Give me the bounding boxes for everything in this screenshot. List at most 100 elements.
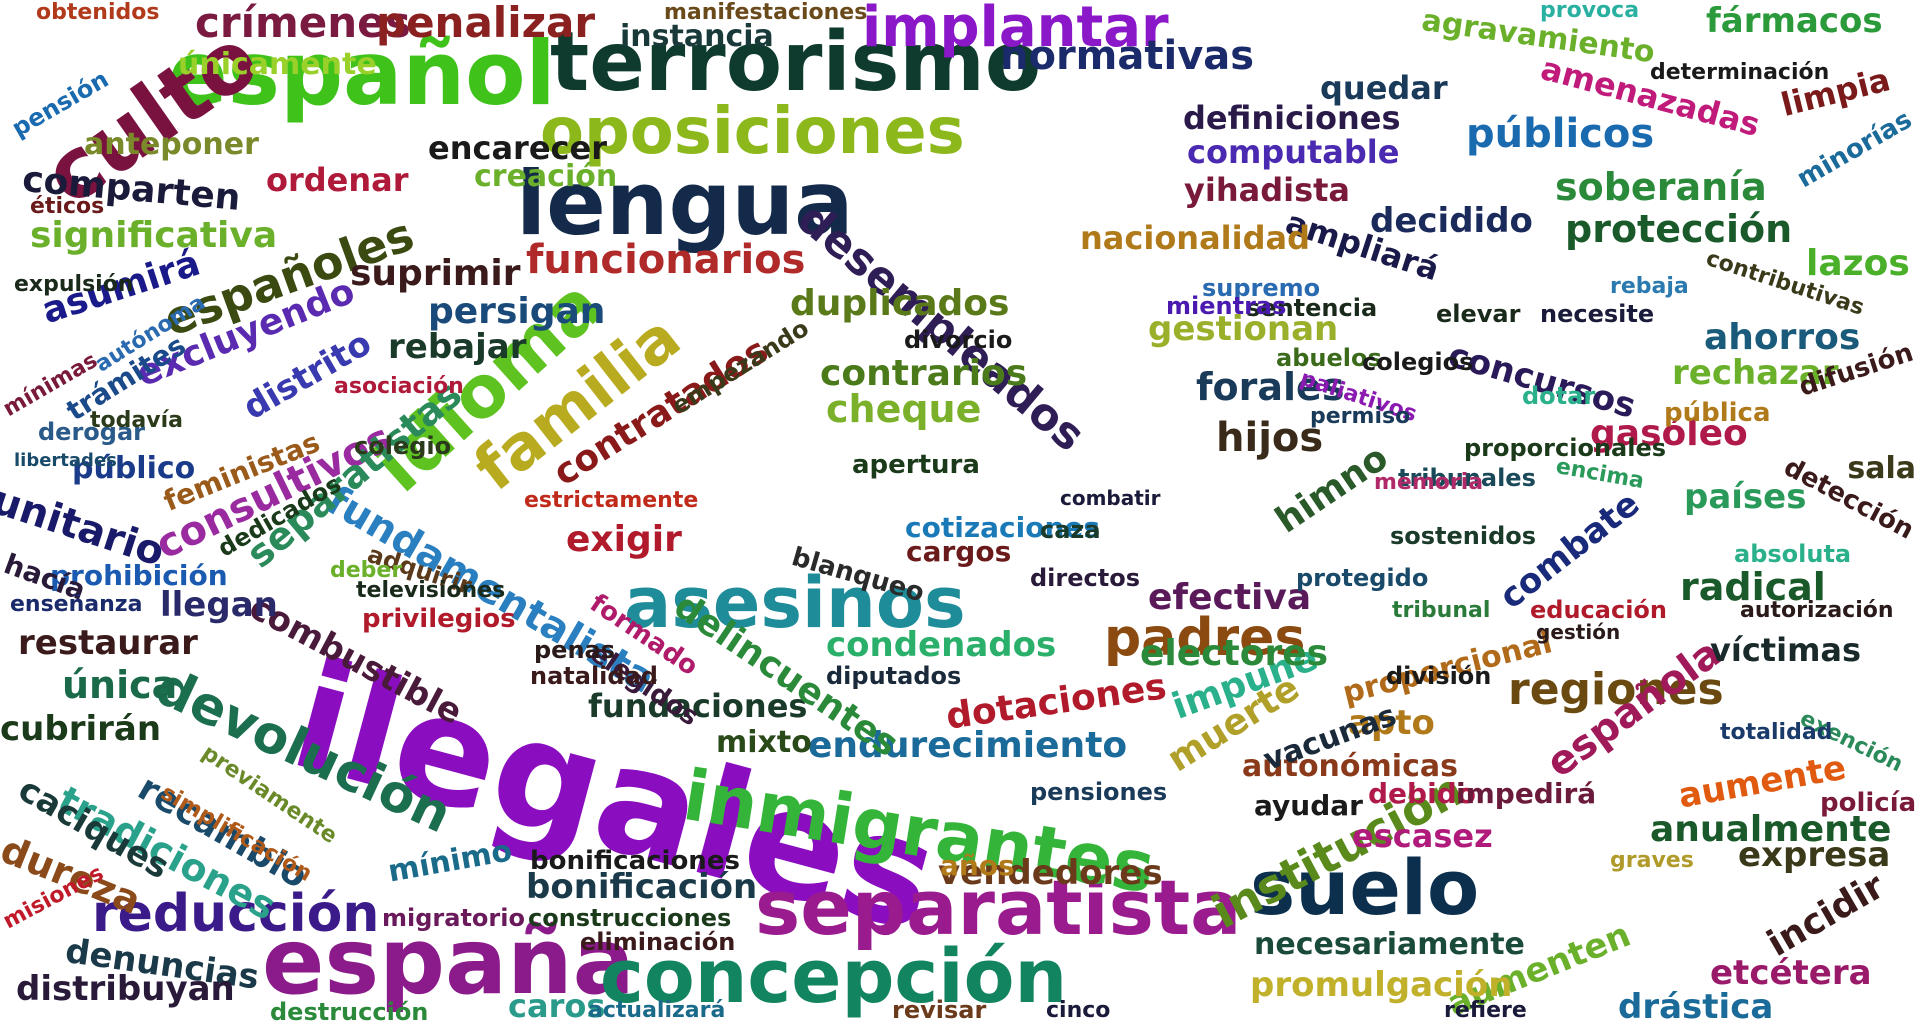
cloud-word: apto xyxy=(1348,703,1435,743)
cloud-word: llegan xyxy=(160,585,278,625)
cloud-word: derogar xyxy=(38,418,145,446)
cloud-word: fundaciones xyxy=(588,687,808,725)
cloud-word: forales xyxy=(1196,365,1345,409)
cloud-word: provoca xyxy=(1540,0,1640,23)
cloud-word: rebajar xyxy=(388,327,527,367)
cloud-word: encarecer xyxy=(428,129,607,167)
cloud-word: sostenidos xyxy=(1390,522,1537,550)
cloud-word: quedar xyxy=(1320,69,1448,107)
cloud-word: promulgación xyxy=(1250,965,1513,1005)
cloud-word: cubrirán xyxy=(0,709,162,749)
cloud-word: lazos xyxy=(1806,243,1910,284)
cloud-word: eliminación xyxy=(580,928,736,956)
cloud-word: actualizará xyxy=(588,998,726,1023)
cloud-word: países xyxy=(1684,477,1807,517)
cloud-word: éticos xyxy=(30,194,105,219)
cloud-word: concepción xyxy=(600,934,1068,1020)
cloud-word: oposiciones xyxy=(540,95,965,169)
cloud-word: víctimas xyxy=(1710,631,1862,669)
cloud-word: estrictamente xyxy=(524,488,699,513)
cloud-word: libertades xyxy=(14,450,117,471)
cloud-word: caza xyxy=(1040,516,1101,544)
cloud-word: españa xyxy=(262,908,635,1015)
cloud-word: necesite xyxy=(1540,300,1655,328)
cloud-word: protección xyxy=(1565,207,1793,251)
cloud-word: funcionarios xyxy=(526,237,806,283)
cloud-word: reducción xyxy=(92,884,380,944)
cloud-word: drástica xyxy=(1618,987,1774,1024)
cloud-word: asesinos xyxy=(624,562,966,644)
cloud-word: empezando xyxy=(666,313,814,421)
cloud-word: terrorismo xyxy=(550,15,1042,110)
cloud-word: cheque xyxy=(826,387,982,431)
cloud-word: protegido xyxy=(1296,564,1429,592)
cloud-word: instancia xyxy=(620,19,774,54)
cloud-word: dotar xyxy=(1522,382,1596,410)
cloud-word: minorías xyxy=(1791,104,1917,195)
cloud-word: penalizar xyxy=(376,0,596,47)
cloud-word: expresa xyxy=(1738,835,1891,875)
cloud-word: anualmente xyxy=(1650,809,1892,850)
cloud-word: público xyxy=(72,451,196,486)
cloud-word: necesariamente xyxy=(1254,927,1525,962)
cloud-word: expulsión xyxy=(14,272,134,297)
cloud-word: bonificaciones xyxy=(530,846,740,876)
cloud-word: regiones xyxy=(1508,664,1724,715)
cloud-word: fármacos xyxy=(1706,1,1883,41)
cloud-word: autonómicas xyxy=(1242,749,1458,784)
cloud-word: endurecimiento xyxy=(808,725,1128,766)
cloud-word: persigan xyxy=(428,291,606,332)
cloud-word: etcétera xyxy=(1710,953,1872,993)
cloud-word: distribuyan xyxy=(16,969,235,1009)
cloud-word: sentencia xyxy=(1246,294,1378,322)
cloud-word: suelo xyxy=(1250,843,1480,932)
cloud-word: públicos xyxy=(1466,111,1655,157)
cloud-word: enseñanza xyxy=(10,592,143,617)
cloud-word: proporcionales xyxy=(1464,434,1667,462)
cloud-word: crímenes xyxy=(195,0,411,47)
cloud-word: obtenidos xyxy=(36,0,160,25)
cloud-word: creación xyxy=(474,159,618,194)
cloud-word: separatista xyxy=(755,863,1242,952)
cloud-word: memoria xyxy=(1374,470,1484,495)
cloud-word: natalidad xyxy=(530,662,658,690)
cloud-word: vendedores xyxy=(938,853,1163,893)
cloud-word: refiere xyxy=(1444,998,1527,1023)
cloud-word: incidir xyxy=(1760,865,1892,965)
cloud-word: ayudar xyxy=(1254,789,1363,822)
cloud-word: escasez xyxy=(1352,817,1493,855)
cloud-word: destrucción xyxy=(270,998,429,1024)
cloud-word: implantar xyxy=(862,0,1169,60)
cloud-word: cotizaciones xyxy=(905,511,1101,544)
cloud-word: efectiva xyxy=(1148,577,1312,618)
cloud-word: colegio xyxy=(354,432,452,460)
cloud-word: rechazar xyxy=(1672,353,1839,393)
cloud-word: cargos xyxy=(906,535,1012,568)
cloud-word: elevar xyxy=(1436,300,1521,328)
cloud-word: divorcio xyxy=(904,326,1013,354)
cloud-word: soberanía xyxy=(1555,165,1767,209)
cloud-word: construcciones xyxy=(528,904,732,932)
cloud-word: permiso xyxy=(1310,404,1411,429)
cloud-word: contrarios xyxy=(820,353,1028,394)
cloud-word: única xyxy=(62,663,178,707)
cloud-word: directos xyxy=(1030,564,1140,592)
cloud-word: manifestaciones xyxy=(664,0,868,25)
cloud-word: únicamente xyxy=(178,47,377,82)
cloud-word: decidido xyxy=(1370,201,1533,241)
cloud-word: años xyxy=(940,849,1015,882)
cloud-word: padres xyxy=(1104,608,1306,668)
cloud-word: migratorio xyxy=(382,904,525,932)
cloud-word: totalidad xyxy=(1720,720,1833,745)
cloud-word: exigir xyxy=(566,519,682,560)
cloud-word: duplicados xyxy=(790,283,1010,324)
cloud-word: supremo xyxy=(1202,274,1321,302)
cloud-word: normativas xyxy=(1000,33,1255,79)
cloud-word: televisiones xyxy=(356,578,506,603)
cloud-word: combatir xyxy=(1060,486,1161,510)
cloud-word: concursos xyxy=(1443,335,1641,427)
cloud-word: sala xyxy=(1847,451,1916,486)
cloud-word: caros xyxy=(508,987,606,1024)
cloud-word: ordenar xyxy=(266,161,409,199)
